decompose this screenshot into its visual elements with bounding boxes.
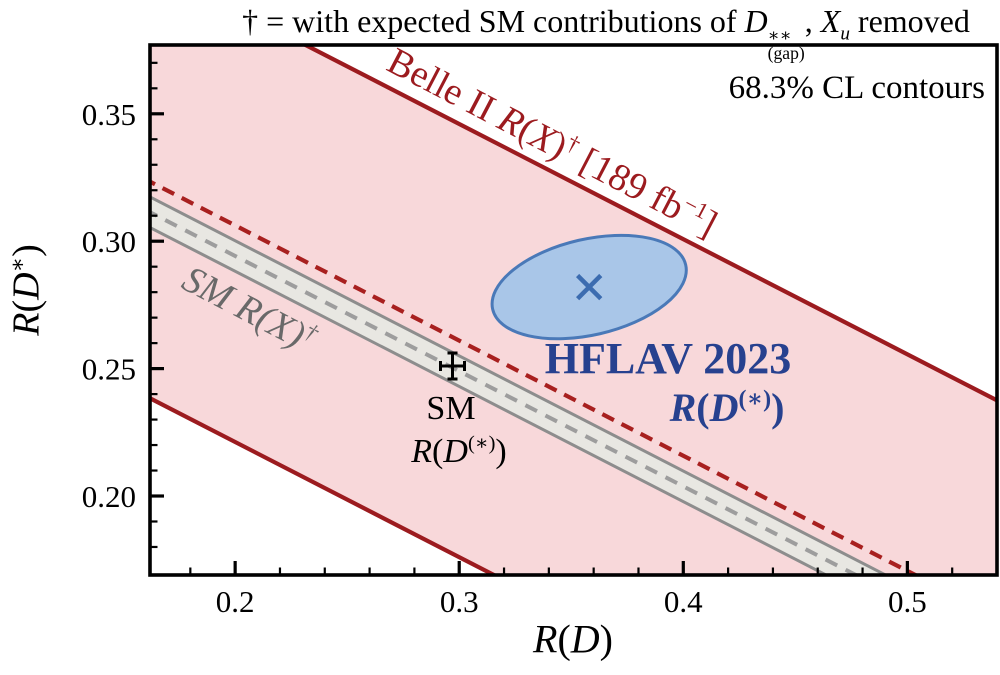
figure-title: † = with expected SM contributions of D ∗…	[242, 3, 970, 64]
hflav-label-line1: HFLAV 2023	[544, 334, 792, 383]
plot-frame	[148, 43, 999, 577]
x-tick-label: 0.4	[664, 584, 703, 619]
y-tick-label: 0.25	[82, 352, 136, 387]
band-1-upper-edge	[150, 195, 889, 575]
confidence-level-label: 68.3% CL contours	[728, 70, 985, 106]
y-tick-label: 0.30	[82, 224, 136, 259]
x-axis-label: R(D)	[533, 616, 613, 662]
x-tick-label: 0.3	[440, 584, 479, 619]
y-axis-label: R(D∗)	[5, 244, 48, 336]
x-tick-label: 0.5	[888, 584, 927, 619]
sm-point-label-line2: R(D(∗))	[411, 432, 507, 470]
band-0-center-line	[150, 179, 920, 575]
y-tick-label: 0.35	[82, 97, 136, 132]
hflav-label-line2: R(D(∗))	[669, 385, 785, 430]
y-tick-label: 0.20	[82, 479, 136, 514]
band-0-upper-edge	[300, 45, 997, 403]
band-0-lower-edge	[150, 395, 499, 575]
hflav-point-marker	[576, 273, 603, 301]
sm-point-label-line1: SM	[426, 390, 476, 427]
sm-point-marker	[439, 351, 466, 381]
band-1-lower-edge	[150, 225, 830, 575]
band-1-center-line	[150, 209, 861, 575]
x-tick-label: 0.2	[216, 584, 255, 619]
